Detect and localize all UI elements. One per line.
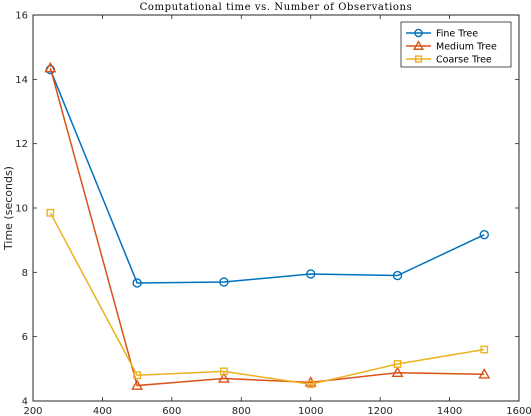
x-tick-label: 1000 <box>298 406 323 416</box>
x-tick-label: 600 <box>162 406 181 416</box>
legend-items: Fine Tree Medium Tree Coarse Tree <box>406 29 497 66</box>
legend-marker <box>414 55 423 63</box>
series-line-medium-tree <box>49 67 485 387</box>
series-medium-tree <box>44 61 491 390</box>
x-tick-label: 800 <box>232 406 251 416</box>
data-point-coarse-tree <box>46 208 55 217</box>
legend: Fine Tree Medium Tree Coarse Tree <box>400 21 512 68</box>
series-fine-tree <box>45 64 489 288</box>
data-point-fine-tree <box>219 277 229 287</box>
y-tick-label: 12 <box>15 139 28 150</box>
legend-marker <box>414 28 423 38</box>
y-tick-label: 8 <box>22 268 28 279</box>
y-tick-label: 14 <box>15 75 28 86</box>
plot-frame <box>32 14 520 402</box>
data-point-fine-tree <box>479 229 489 240</box>
legend-item-medium-tree: Medium Tree <box>406 40 497 53</box>
data-point-medium-tree <box>44 61 57 73</box>
legend-label: Fine Tree <box>436 29 478 40</box>
chart-title: Computational time vs. Number of Observa… <box>140 2 413 13</box>
data-point-medium-tree <box>478 368 491 379</box>
x-tick-label: 200 <box>23 406 42 416</box>
data-point-medium-tree <box>131 379 144 390</box>
legend-item-coarse-tree: Coarse Tree <box>406 55 492 66</box>
data-point-fine-tree <box>132 278 142 288</box>
legend-item-fine-tree: Fine Tree <box>406 29 478 40</box>
legend-label: Medium Tree <box>436 42 497 53</box>
data-point-coarse-tree <box>306 380 315 389</box>
y-tick-label: 10 <box>15 204 28 215</box>
data-point-coarse-tree <box>480 345 489 354</box>
data-point-fine-tree <box>392 270 403 281</box>
data-point-medium-tree <box>217 372 230 383</box>
x-tick-label: 1200 <box>367 406 392 416</box>
x-tick-label: 1400 <box>437 406 462 416</box>
x-tick-label: 1600 <box>506 406 531 416</box>
data-point-fine-tree <box>306 269 316 279</box>
y-tick-label: 4 <box>22 397 28 408</box>
plot-area <box>33 15 519 401</box>
series-coarse-tree <box>46 208 489 389</box>
data-point-medium-tree <box>391 366 404 377</box>
data-point-coarse-tree <box>393 360 402 368</box>
y-tick-label: 6 <box>22 332 28 343</box>
y-tick-label: 16 <box>15 11 28 22</box>
series-line-fine-tree <box>49 69 485 284</box>
y-axis-label: Time (seconds) <box>2 166 15 251</box>
data-point-coarse-tree <box>220 367 228 376</box>
legend-label: Coarse Tree <box>436 55 492 66</box>
x-tick-label: 400 <box>93 406 112 416</box>
series-lines <box>44 61 491 390</box>
series-line-coarse-tree <box>49 212 485 386</box>
legend-marker <box>412 40 425 50</box>
data-point-coarse-tree <box>133 371 142 380</box>
